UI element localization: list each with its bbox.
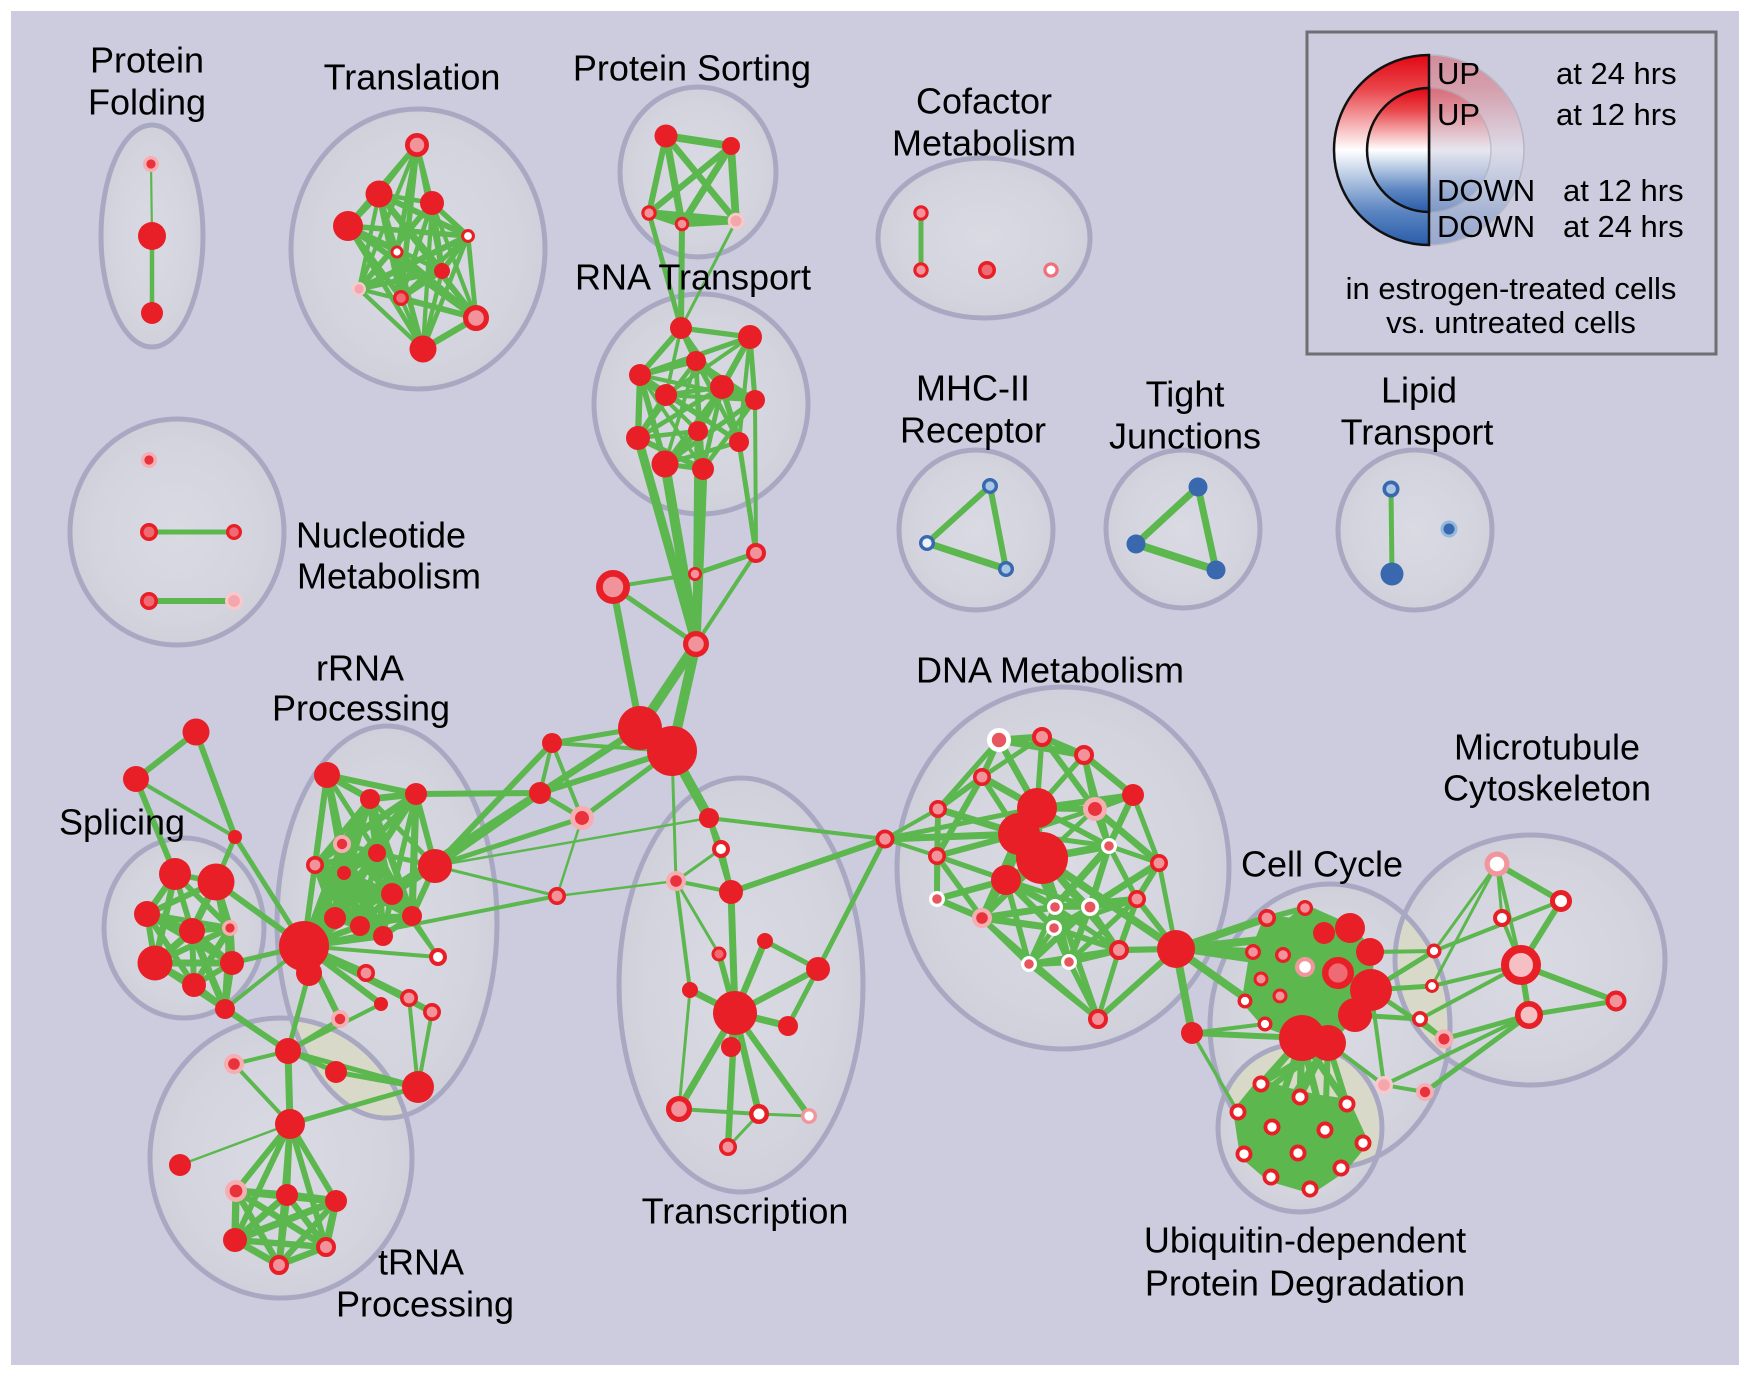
svg-text:DOWN: DOWN bbox=[1437, 209, 1535, 244]
svg-text:Cofactor: Cofactor bbox=[916, 81, 1052, 122]
svg-text:Processing: Processing bbox=[272, 688, 450, 729]
svg-text:Folding: Folding bbox=[88, 82, 206, 123]
svg-text:Protein Degradation: Protein Degradation bbox=[1145, 1263, 1465, 1304]
svg-text:RNA Transport: RNA Transport bbox=[575, 257, 811, 298]
svg-text:Tight: Tight bbox=[1146, 374, 1225, 415]
svg-text:in estrogen-treated cells: in estrogen-treated cells bbox=[1346, 271, 1677, 306]
svg-text:Receptor: Receptor bbox=[900, 410, 1046, 451]
svg-text:Transport: Transport bbox=[1341, 412, 1494, 453]
svg-text:DOWN: DOWN bbox=[1437, 173, 1535, 208]
svg-text:Processing: Processing bbox=[336, 1284, 514, 1325]
svg-text:tRNA: tRNA bbox=[378, 1242, 464, 1283]
svg-text:DNA Metabolism: DNA Metabolism bbox=[916, 650, 1184, 691]
svg-text:Nucleotide: Nucleotide bbox=[296, 515, 466, 556]
svg-text:Protein: Protein bbox=[90, 40, 204, 81]
svg-text:at 24 hrs: at 24 hrs bbox=[1563, 209, 1684, 244]
svg-text:Cytoskeleton: Cytoskeleton bbox=[1443, 768, 1651, 809]
svg-text:Protein Sorting: Protein Sorting bbox=[573, 48, 811, 89]
svg-text:Translation: Translation bbox=[324, 57, 501, 98]
svg-text:at 24 hrs: at 24 hrs bbox=[1556, 56, 1677, 91]
svg-text:Transcription: Transcription bbox=[642, 1191, 849, 1232]
svg-text:rRNA: rRNA bbox=[316, 648, 404, 689]
svg-text:UP: UP bbox=[1437, 97, 1480, 132]
svg-text:Microtubule: Microtubule bbox=[1454, 727, 1640, 768]
svg-text:Lipid: Lipid bbox=[1381, 370, 1457, 411]
svg-text:at 12 hrs: at 12 hrs bbox=[1556, 97, 1677, 132]
svg-text:vs. untreated cells: vs. untreated cells bbox=[1386, 305, 1636, 340]
svg-text:Cell Cycle: Cell Cycle bbox=[1241, 844, 1403, 885]
svg-text:at 12 hrs: at 12 hrs bbox=[1563, 173, 1684, 208]
svg-text:UP: UP bbox=[1437, 56, 1480, 91]
svg-text:Metabolism: Metabolism bbox=[297, 556, 481, 597]
svg-text:Splicing: Splicing bbox=[59, 802, 185, 843]
svg-text:Metabolism: Metabolism bbox=[892, 123, 1076, 164]
svg-text:MHC-II: MHC-II bbox=[916, 368, 1030, 409]
svg-text:Junctions: Junctions bbox=[1109, 416, 1261, 457]
svg-text:Ubiquitin-dependent: Ubiquitin-dependent bbox=[1144, 1220, 1466, 1261]
